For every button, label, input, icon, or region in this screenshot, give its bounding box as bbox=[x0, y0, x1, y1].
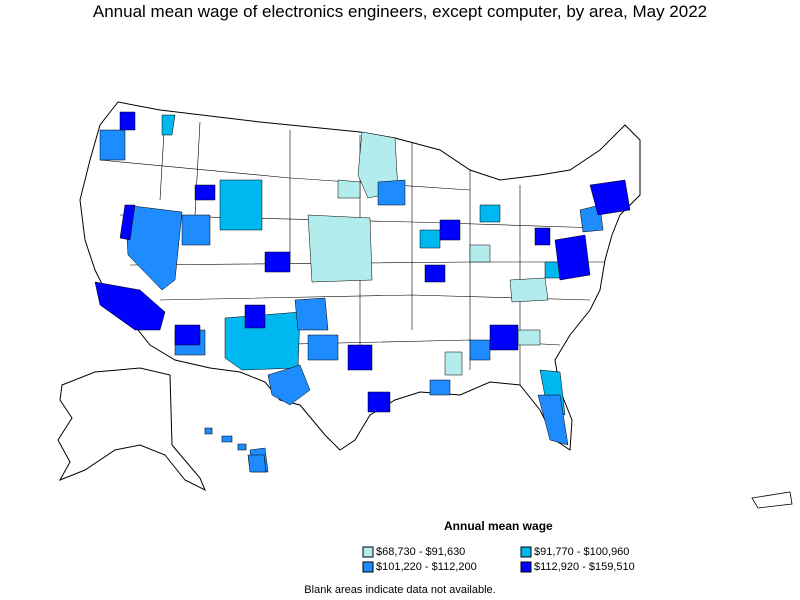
wage-tier-2-areas bbox=[161, 114, 566, 416]
legend-swatch-tier-2 bbox=[520, 546, 532, 558]
map-title: Annual mean wage of electronics engineer… bbox=[92, 2, 708, 21]
wage-tier-1-areas bbox=[307, 131, 549, 376]
legend-swatch-tier-4 bbox=[520, 561, 532, 573]
legend-label-tier-3: $101,220 - $112,200 bbox=[376, 561, 477, 573]
legend-label-tier-2: $91,770 - $100,960 bbox=[534, 546, 630, 558]
legend-item-tier-3: $101,220 - $112,200 bbox=[376, 560, 477, 574]
legend-swatch-tier-1 bbox=[362, 546, 374, 558]
legend-label-tier-1: $68,730 - $91,630 bbox=[376, 546, 466, 558]
legend-item-tier-4: $112,920 - $159,510 bbox=[534, 560, 635, 574]
legend-title: Annual mean wage bbox=[444, 519, 553, 533]
legend-item-tier-1: $68,730 - $91,630 bbox=[376, 545, 465, 559]
blank-areas-note: Blank areas indicate data not available. bbox=[304, 584, 496, 596]
legend-label-tier-4: $112,920 - $159,510 bbox=[534, 561, 635, 573]
legend-swatches bbox=[362, 546, 532, 573]
legend-swatch-tier-3 bbox=[362, 561, 374, 573]
hawaii-islands bbox=[204, 427, 267, 473]
legend-item-tier-2: $91,770 - $100,960 bbox=[534, 545, 629, 559]
puerto-rico-outline bbox=[751, 491, 793, 509]
alaska-outline bbox=[57, 367, 206, 492]
